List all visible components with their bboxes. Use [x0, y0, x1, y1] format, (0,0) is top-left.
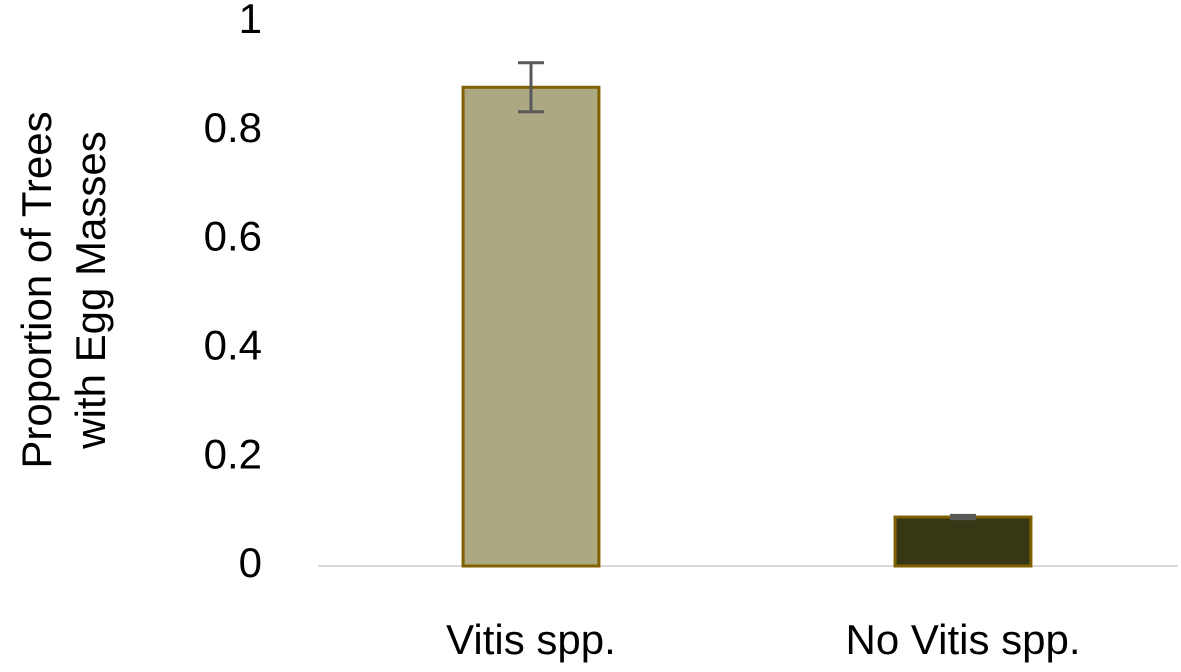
error-bar: [950, 513, 976, 521]
x-tick-label: Vitis spp.: [446, 616, 616, 663]
y-axis-title-line: with Egg Masses: [67, 131, 114, 449]
x-tick-label: No Vitis spp.: [846, 616, 1081, 663]
bar: [893, 515, 1033, 568]
y-axis-title-line: Proportion of Trees: [13, 111, 60, 468]
bar: [461, 85, 601, 568]
y-tick-label: 0.4: [204, 321, 262, 368]
y-tick-label: 0.8: [204, 104, 262, 151]
error-bar: [518, 61, 544, 114]
y-tick-label: 1: [239, 0, 262, 42]
y-tick-label: 0.6: [204, 213, 262, 260]
y-tick-label: 0: [239, 539, 262, 586]
y-tick-label: 0.2: [204, 430, 262, 477]
y-axis-title: Proportion of Trees with Egg Masses: [13, 111, 114, 468]
